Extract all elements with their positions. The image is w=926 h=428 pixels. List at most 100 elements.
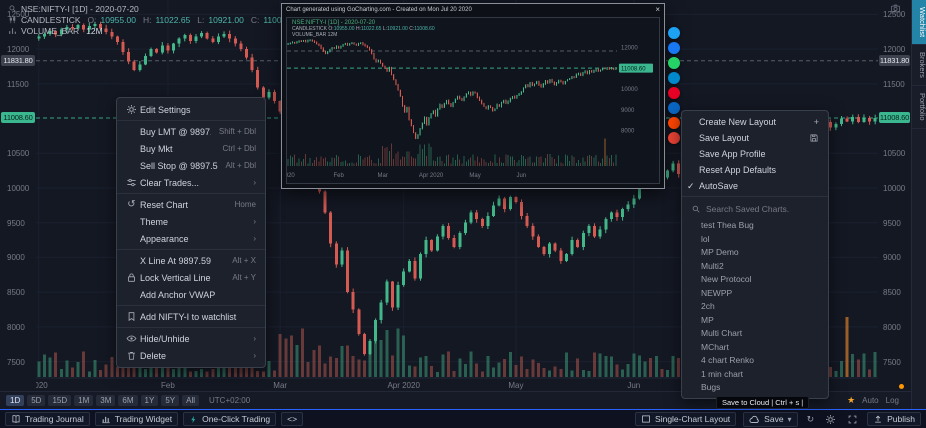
price-tick: 11500 [7, 79, 29, 89]
scale-log-toggle[interactable]: Log [885, 396, 899, 405]
right-price-scale[interactable]: 12500 12000 11500 10500 10000 9500 9000 8500 800… [878, 0, 911, 391]
snapshot-title: Chart generated using GoCharting.com - C… [286, 6, 472, 13]
timeframe-15d[interactable]: 15D [48, 395, 72, 406]
share-linkedin-button[interactable] [668, 102, 680, 114]
save-tooltip: Save to Cloud | Ctrl + s | [716, 396, 810, 409]
share-twitter-button[interactable] [668, 27, 680, 39]
context-menu-item-theme[interactable]: Theme › [140, 216, 256, 227]
layout-menu-item-create-new-layout[interactable]: Create New Layout + [699, 117, 819, 127]
symbol-search-icon[interactable] [8, 4, 17, 13]
context-menu-item-add-to-watchlist[interactable]: Add NIFTY-I to watchlist [117, 308, 265, 325]
timezone-label[interactable]: UTC+02:00 [209, 396, 251, 405]
sidebar-tab-brokers[interactable]: Brokers [912, 45, 926, 86]
camera-icon[interactable] [890, 3, 901, 14]
left-price-scale[interactable]: 12500 12000 11500 10500 10000 9500 9000 8500 800… [0, 0, 36, 391]
snapshot-legend: NSE:NIFTY-I [1D] - 2020-07-20 CANDLESTIC… [292, 20, 435, 38]
eye-icon [123, 333, 140, 344]
high-label: H: [142, 14, 152, 25]
series-type-label: CANDLESTICK [21, 14, 81, 25]
publish-button[interactable]: Publish [867, 412, 921, 426]
saved-chart-item[interactable]: test Thea Bug [701, 220, 754, 230]
widget-bars-icon [101, 414, 111, 424]
price-tick: 12000 [621, 45, 638, 51]
saved-chart-item[interactable]: Multi2 [701, 260, 724, 271]
context-menu-item-buy-lmt[interactable]: Buy LMT @ 9897.59Shift + Dbl [140, 126, 256, 137]
timeframe-1m[interactable]: 1M [74, 395, 94, 406]
saved-chart-item[interactable]: MChart [701, 341, 729, 352]
refresh-icon[interactable]: ↻ [806, 413, 815, 424]
time-axis-label: 2020 [287, 173, 295, 179]
side-panel-strip: Watchlist Brokers Portfolio [911, 0, 926, 409]
layout-menu-item-save-app-profile[interactable]: Save App Profile [699, 149, 766, 159]
price-tick: 12500 [883, 10, 906, 20]
context-menu-item-x-line[interactable]: X Line At 9897.59 Alt + X [140, 255, 256, 266]
saved-chart-item[interactable]: 2ch [701, 301, 715, 311]
price-tick: 9500 [7, 218, 25, 228]
context-menu-item-lock-vertical-line[interactable]: Lock Vertical Line Alt + Y [117, 269, 265, 286]
share-pinterest-button[interactable] [668, 87, 680, 99]
context-menu-item-delete[interactable]: Delete › [117, 347, 265, 364]
layout-menu-item-reset-app-defaults[interactable]: Reset App Defaults [699, 165, 777, 175]
layout-menu-item-autosave[interactable]: ✓ AutoSave [687, 180, 739, 192]
context-menu-item-buy-mkt[interactable]: Buy Mkt Ctrl + Dbl [140, 143, 256, 154]
snapshot-mini-chart: 2020 Feb Mar Apr 2020 May Jun 12000 10000 9000 80… [287, 39, 653, 179]
code-panel-button[interactable]: <> [281, 412, 304, 426]
fullscreen-icon[interactable] [845, 414, 860, 425]
saved-chart-item[interactable]: MP [701, 314, 714, 325]
saved-chart-item[interactable]: New Protocol [701, 274, 752, 284]
context-menu-item-clear-trades[interactable]: Clear Trades... › [117, 174, 265, 191]
volume-row[interactable]: VOLUME_BAR 12M [8, 25, 298, 36]
share-facebook-button[interactable] [668, 42, 680, 54]
saved-chart-item[interactable]: lol [701, 233, 710, 244]
timeframe-all[interactable]: All [182, 395, 200, 406]
scale-auto-toggle[interactable]: Auto [862, 396, 879, 405]
share-reddit-button[interactable] [668, 117, 680, 129]
timeframe-3m[interactable]: 3M [96, 395, 116, 406]
context-menu-item-edit-settings[interactable]: Edit Settings [117, 101, 265, 118]
symbol-row[interactable]: NSE:NIFTY-I [1D] - 2020-07-20 [8, 3, 298, 14]
context-menu-item-appearance[interactable]: Appearance › [140, 233, 256, 244]
volume-value: 12M [86, 25, 103, 36]
plus-icon: + [813, 117, 819, 127]
context-menu-item-add-anchor-vwap[interactable]: Add Anchor VWAP [140, 289, 216, 300]
sidebar-tab-watchlist[interactable]: Watchlist [912, 0, 926, 46]
context-menu-item-sell-stop[interactable]: Sell Stop @ 9897.59 Alt + Dbl [140, 160, 256, 171]
saved-chart-item[interactable]: MP Demo [701, 247, 739, 257]
price-tick: 8000 [883, 322, 901, 332]
save-button[interactable]: Save ▾ [743, 411, 798, 427]
share-telegram-button[interactable] [668, 72, 680, 84]
one-click-trading-button[interactable]: One-Click Trading [183, 412, 277, 426]
context-menu-item-hide-unhide[interactable]: Hide/Unhide › [117, 330, 265, 347]
snapshot-ohlc: CANDLESTICK O:10955.00 H:11022.65 L:1092… [292, 26, 435, 32]
close-icon[interactable]: × [655, 5, 660, 14]
saved-chart-item[interactable]: 1 min chart [701, 368, 744, 379]
star-icon[interactable]: ★ [847, 395, 856, 405]
sidebar-tab-portfolio[interactable]: Portfolio [912, 86, 926, 129]
settings-gear-icon[interactable] [823, 414, 838, 425]
share-whatsapp-button[interactable] [668, 57, 680, 69]
trading-widget-button[interactable]: Trading Widget [94, 412, 179, 426]
single-chart-layout-button[interactable]: Single-Chart Layout [635, 412, 737, 426]
saved-chart-item[interactable]: 4 chart Renko [701, 355, 754, 365]
timeframe-6m[interactable]: 6M [118, 395, 138, 406]
trading-journal-button[interactable]: Trading Journal [5, 412, 90, 426]
snapshot-volume: VOLUME_BAR 12M [292, 32, 338, 38]
saved-chart-item[interactable]: NEWPP [701, 287, 733, 298]
saved-chart-item[interactable]: Multi Chart [701, 328, 743, 338]
saved-charts-search-input[interactable] [706, 204, 814, 214]
time-axis-label: 2020 [36, 381, 48, 390]
price-tick: 12500 [7, 10, 30, 20]
timeframe-5d[interactable]: 5D [27, 395, 46, 406]
context-menu-item-reset-chart[interactable]: ↺ Reset Chart Home [117, 196, 265, 213]
snapshot-symbol: NSE:NIFTY-I [1D] - 2020-07-20 [292, 20, 376, 26]
timeframe-1y[interactable]: 1Y [140, 395, 159, 406]
share-gmail-button[interactable] [668, 132, 680, 144]
timeframe-1d[interactable]: 1D [6, 395, 25, 406]
layout-menu-item-save-layout[interactable]: Save Layout [682, 130, 828, 146]
timeframe-5y[interactable]: 5Y [161, 395, 180, 406]
price-tick: 10000 [7, 184, 30, 193]
saved-chart-item[interactable]: Bugs [701, 382, 721, 392]
series-row[interactable]: CANDLESTICK O: 10955.00 H: 11022.65 L: 1092… [8, 14, 298, 25]
time-axis-label: Jun [516, 173, 526, 179]
